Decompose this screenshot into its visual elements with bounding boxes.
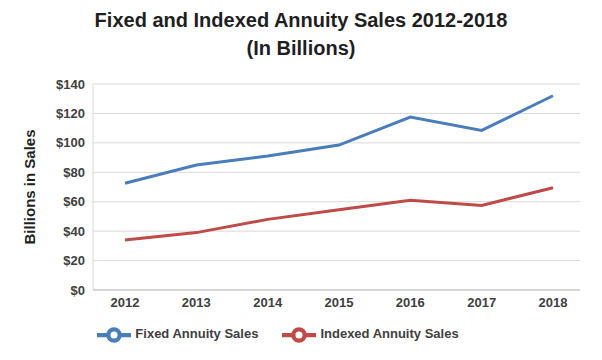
svg-text:2018: 2018 <box>539 295 568 310</box>
svg-text:Billions in Sales: Billions in Sales <box>21 129 38 244</box>
svg-text:$60: $60 <box>63 194 85 209</box>
svg-text:2016: 2016 <box>396 295 425 310</box>
svg-text:2015: 2015 <box>325 295 354 310</box>
svg-text:$100: $100 <box>56 135 85 150</box>
svg-text:$140: $140 <box>56 77 85 92</box>
html-text:Fixed Annuity Sales: Fixed Annuity Sales <box>135 326 259 342</box>
svg-text:2012: 2012 <box>111 295 140 310</box>
svg-text:2014: 2014 <box>253 295 283 310</box>
svg-text:$20: $20 <box>63 253 85 268</box>
svg-text:$80: $80 <box>63 165 85 180</box>
html-text:Fixed and Indexed Annuity Sale: Fixed and Indexed Annuity Sales 2012-201… <box>94 9 508 31</box>
svg-text:2013: 2013 <box>182 295 211 310</box>
svg-text:$0: $0 <box>71 283 85 298</box>
svg-text:$120: $120 <box>56 106 85 121</box>
html-text:(In Billions): (In Billions) <box>246 37 356 59</box>
svg-text:2017: 2017 <box>467 295 496 310</box>
html-text:Indexed Annuity Sales: Indexed Annuity Sales <box>320 326 459 342</box>
svg-text:$40: $40 <box>63 224 85 239</box>
